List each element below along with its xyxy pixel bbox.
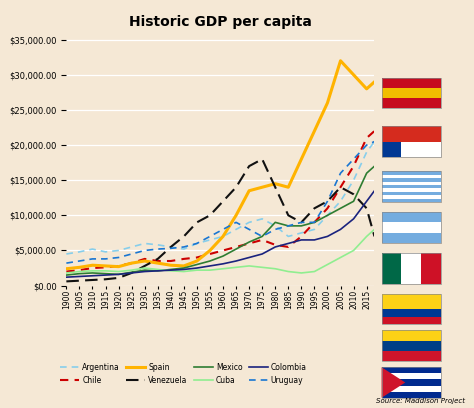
Bar <box>382 171 441 202</box>
Bar <box>382 294 441 309</box>
Bar <box>382 222 441 233</box>
Bar <box>382 392 441 398</box>
Bar <box>382 379 441 386</box>
Bar <box>382 199 441 202</box>
Bar <box>382 192 441 195</box>
Bar <box>382 233 441 243</box>
Polygon shape <box>382 367 405 398</box>
Bar <box>382 182 441 185</box>
Bar <box>382 367 441 373</box>
Text: Source: Maddison Project: Source: Maddison Project <box>375 398 465 404</box>
Bar <box>382 373 441 379</box>
Bar <box>382 126 441 142</box>
Bar <box>382 367 441 398</box>
Bar <box>382 330 441 341</box>
Bar <box>382 212 441 243</box>
Bar <box>382 78 441 108</box>
Bar <box>382 317 441 324</box>
Bar <box>382 212 441 222</box>
Bar <box>382 253 401 284</box>
Bar <box>382 178 441 182</box>
Bar <box>421 253 441 284</box>
Bar <box>382 195 441 199</box>
Bar <box>382 126 441 157</box>
Bar <box>382 188 441 192</box>
Bar <box>382 142 401 157</box>
Bar <box>382 88 441 98</box>
Bar <box>382 142 441 157</box>
Bar <box>382 185 441 188</box>
Bar <box>382 98 441 108</box>
Bar <box>382 78 441 88</box>
Bar <box>382 330 441 361</box>
Bar <box>401 253 421 284</box>
Title: Historic GDP per capita: Historic GDP per capita <box>129 15 312 29</box>
Bar <box>382 386 441 392</box>
Bar <box>382 341 441 351</box>
Bar <box>382 171 441 175</box>
Bar <box>382 253 441 284</box>
Bar <box>382 175 441 178</box>
Bar <box>382 309 441 317</box>
Legend: Argentina, Chile, Spain, Venezuela, Mexico, Cuba, Colombia, Uruguay: Argentina, Chile, Spain, Venezuela, Mexi… <box>57 360 310 388</box>
Bar <box>382 294 441 324</box>
Bar <box>382 351 441 361</box>
